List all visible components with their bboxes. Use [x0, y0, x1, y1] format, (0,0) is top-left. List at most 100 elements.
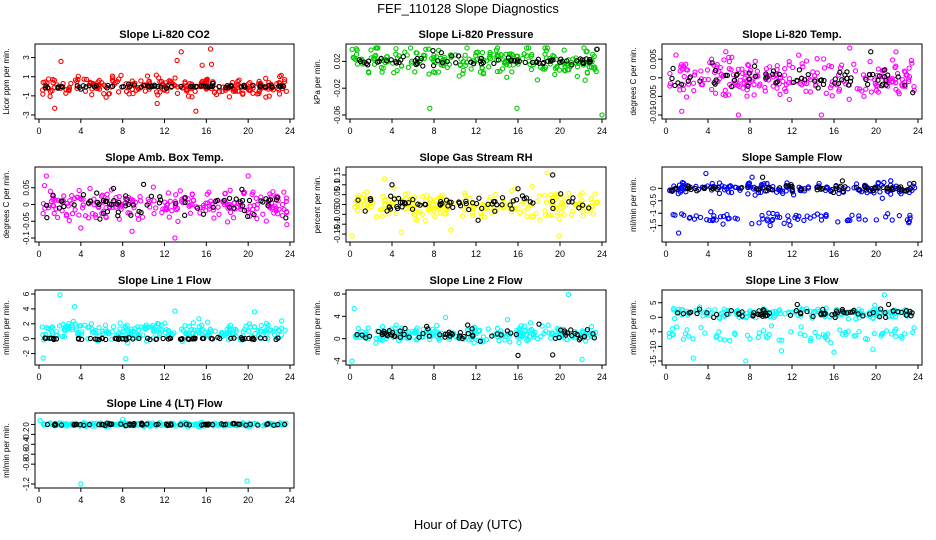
data-point [875, 66, 881, 72]
reference-point [580, 202, 586, 208]
reference-point [848, 75, 854, 81]
reference-point [895, 74, 901, 80]
data-point [543, 199, 550, 205]
data-point [534, 77, 541, 83]
data-point [478, 213, 485, 219]
data-point [525, 205, 531, 211]
x-tick-label: 16 [829, 126, 839, 136]
data-point [83, 76, 90, 83]
y-tick-label: -15 [649, 355, 658, 367]
data-point [260, 211, 266, 217]
reference-point [728, 308, 734, 314]
data-point [517, 210, 523, 216]
reference-point [381, 328, 387, 334]
x-tick-label: 4 [78, 249, 83, 259]
data-point [354, 334, 360, 340]
y-tick-label: 0.05 [333, 186, 342, 202]
y-tick-label: -0.2 [22, 427, 31, 441]
data-point [43, 325, 49, 331]
reference-point [183, 421, 189, 427]
data-point [726, 58, 733, 65]
data-point [521, 208, 527, 214]
data-point [523, 45, 530, 51]
data-point [432, 213, 438, 220]
data-point [92, 212, 98, 218]
data-point [790, 64, 796, 71]
data-point [716, 329, 722, 335]
data-point [889, 217, 895, 223]
reference-point [790, 79, 797, 86]
data-point [375, 45, 381, 51]
data-point [518, 323, 524, 329]
reference-point [515, 186, 521, 192]
x-tick-label: 16 [201, 126, 211, 136]
reference-point [239, 186, 245, 193]
y-axis-label: ml/min per min. [629, 177, 638, 232]
y-tick-label: -0.05 [22, 212, 31, 231]
x-tick-label: 8 [747, 249, 752, 259]
data-point [856, 216, 862, 222]
data-point [73, 327, 79, 333]
data-point [65, 87, 72, 93]
reference-point [384, 333, 390, 339]
reference-point [668, 187, 675, 193]
reference-point [208, 335, 214, 342]
data-point [155, 92, 161, 98]
data-point [191, 327, 197, 333]
data-point [164, 202, 170, 208]
reference-point [216, 83, 222, 90]
data-point [349, 233, 355, 239]
data-point [227, 187, 233, 194]
data-point [759, 212, 765, 219]
data-point [422, 52, 428, 59]
data-point [393, 210, 399, 217]
x-tick-label: 12 [159, 372, 169, 382]
reference-point [409, 206, 416, 212]
x-tick-label: 16 [513, 249, 523, 259]
data-point [487, 205, 493, 211]
x-tick-label: 16 [201, 249, 211, 259]
data-point [666, 330, 672, 337]
data-point [423, 46, 429, 52]
reference-point [410, 196, 416, 203]
reference-point [96, 336, 103, 343]
data-point [43, 332, 49, 338]
data-point [281, 76, 288, 83]
reference-point [773, 80, 779, 86]
reference-point [228, 335, 234, 342]
data-point [154, 320, 161, 327]
reference-point [802, 77, 808, 83]
reference-point [383, 58, 390, 64]
reference-point [163, 421, 170, 427]
data-point [690, 80, 697, 86]
reference-point [217, 335, 223, 342]
reference-point [855, 311, 861, 317]
data-point [763, 333, 769, 340]
reference-point [200, 83, 207, 89]
data-point [163, 205, 170, 211]
reference-point [550, 352, 556, 358]
reference-point [420, 63, 426, 69]
reference-point [118, 421, 124, 427]
reference-point [770, 68, 777, 74]
reference-point [751, 63, 758, 69]
data-point [276, 328, 282, 334]
data-point [174, 205, 181, 212]
data-point [524, 213, 530, 220]
data-point [733, 184, 739, 190]
data-point [680, 63, 687, 69]
data-point [112, 422, 118, 428]
data-point [508, 51, 514, 57]
data-point [68, 80, 74, 87]
reference-point [276, 83, 282, 89]
data-point [783, 81, 789, 88]
reference-point [745, 184, 751, 191]
reference-point [829, 312, 835, 318]
data-point [889, 75, 895, 81]
reference-point [43, 335, 49, 341]
data-point [186, 330, 192, 336]
reference-point [362, 208, 368, 214]
data-point [853, 333, 859, 339]
data-point [151, 210, 157, 217]
